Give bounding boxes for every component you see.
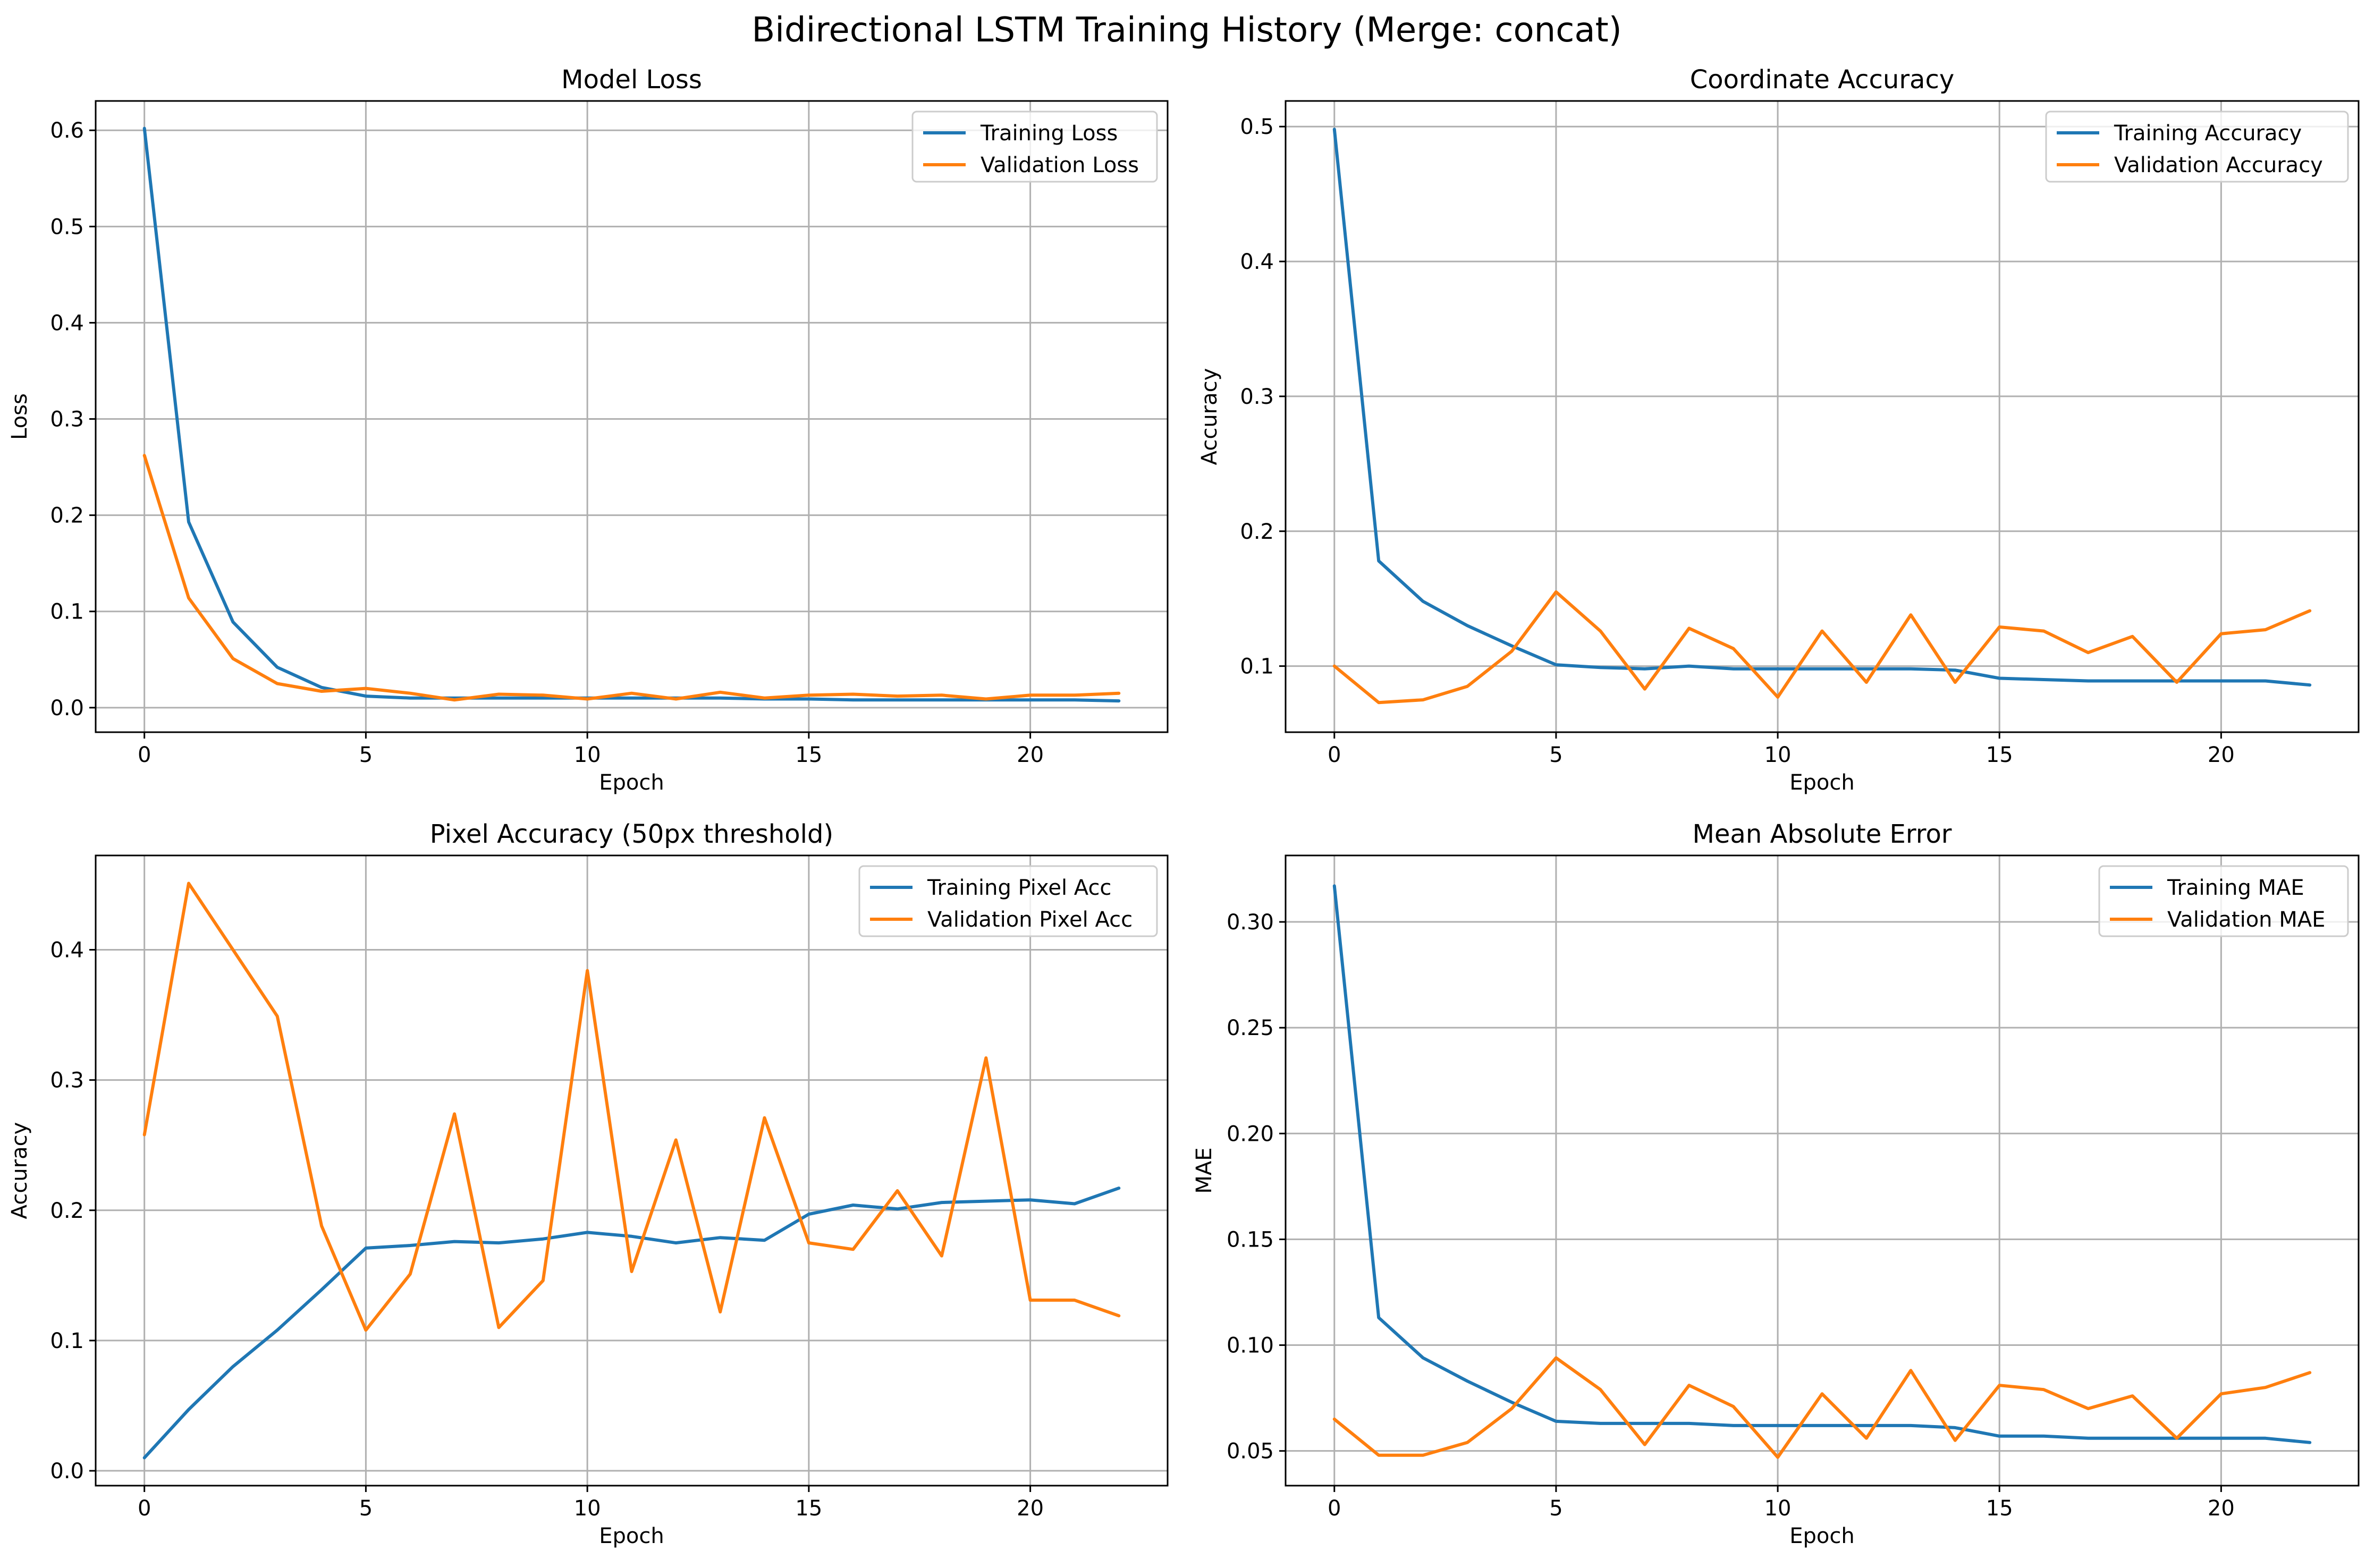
x-tick-label: 20 [1017,1496,1044,1521]
x-tick-label: 10 [574,743,601,767]
x-tick-label: 5 [359,1496,373,1521]
training-series-line [142,126,1121,703]
y-tick-label: 0.1 [50,1329,84,1353]
subplot-4: 0 5 10 15 20 0.05 0.10 0.15 0.20 0.25 0.30 Mean Abs… [1192,819,2360,1548]
legend-entry-label: Training MAE [2167,876,2304,900]
y-axis-label: Loss [7,393,32,440]
x-tick-label: 5 [1549,743,1562,767]
x-axis-label: Epoch [599,1524,664,1548]
y-tick-label: 0.3 [50,1069,84,1093]
legend-entry-label: Validation Loss [981,153,1139,177]
y-tick-label: 0.3 [50,408,84,432]
y-tick-label: 0.4 [50,938,84,962]
validation-series-line [142,454,1121,702]
x-tick-label: 0 [138,743,151,767]
validation-series-line [142,882,1121,1332]
legend-box [2045,111,2349,183]
panel-title: Coordinate Accuracy [1690,65,1955,95]
x-tick-label: 10 [1764,743,1792,767]
legend-entry-label: Training Loss [980,121,1118,146]
legend-entry-label: Validation Accuracy [2114,153,2323,177]
y-tick-label: 0.6 [50,118,84,143]
y-tick-label: 0.0 [50,1459,84,1484]
axes-frame [1285,854,2360,1487]
x-tick-label: 10 [574,1496,601,1521]
y-tick-label: 0.30 [1227,910,1274,935]
y-tick-label: 0.5 [1240,115,1274,139]
x-tick-label: 5 [359,743,373,767]
x-tick-label: 15 [1986,1496,2013,1521]
axes-frame [95,100,1169,733]
training-series-line [142,1186,1121,1460]
validation-series-line [1332,1356,2312,1459]
y-tick-label: 0.2 [1240,520,1274,544]
x-tick-label: 20 [1017,743,1044,767]
axes-frame [95,854,1169,1487]
training-series-line [1332,884,2312,1444]
legend-entry-label: Validation MAE [2167,908,2325,932]
y-tick-label: 0.1 [1240,655,1274,679]
training-series-line [1332,128,2312,687]
subplot-2: 0 5 10 15 20 0.1 0.2 0.3 0.4 0.5 Coordinate Accura… [1197,65,2360,795]
subplot-grid: 0 5 10 15 20 0.0 0.1 0.2 0.3 0.4 0.5 0.6 Model Loss E… [7,65,2360,1548]
x-tick-label: 0 [1328,1496,1341,1521]
x-tick-label: 5 [1549,1496,1562,1521]
legend: Training Loss Validation Loss [911,111,1158,183]
legend-entry-label: Training Pixel Acc [927,876,1111,900]
validation-series-line [1332,590,2312,705]
legend: Training Pixel Acc Validation Pixel Acc [858,865,1158,937]
y-tick-label: 0.25 [1227,1016,1274,1040]
x-tick-label: 20 [2208,743,2235,767]
x-tick-label: 15 [795,1496,822,1521]
legend: Training Accuracy Validation Accuracy [2045,111,2349,183]
legend-entry-label: Validation Pixel Acc [927,908,1133,932]
x-tick-label: 20 [2208,1496,2235,1521]
x-tick-label: 0 [138,1496,151,1521]
legend: Training MAE Validation MAE [2098,865,2349,937]
legend-box [2098,865,2349,937]
legend-box [911,111,1158,183]
figure-suptitle: Bidirectional LSTM Training History (Mer… [751,11,1621,50]
x-tick-label: 15 [1986,743,2013,767]
y-axis-label: MAE [1192,1147,1216,1193]
y-tick-label: 0.05 [1227,1439,1274,1464]
panel-title: Model Loss [561,65,702,95]
x-tick-label: 10 [1764,1496,1792,1521]
legend-entry-label: Training Accuracy [2114,121,2302,146]
y-tick-label: 0.0 [50,696,84,721]
subplot-3: 0 5 10 15 20 0.0 0.1 0.2 0.3 0.4 Pixel Accuracy (5… [7,819,1169,1548]
legend-box [858,865,1158,937]
subplot-1: 0 5 10 15 20 0.0 0.1 0.2 0.3 0.4 0.5 0.6 Model Loss E… [7,65,1169,795]
x-tick-label: 0 [1328,743,1341,767]
y-tick-label: 0.3 [1240,385,1274,409]
x-axis-label: Epoch [1789,1524,1854,1548]
panel-title: Mean Absolute Error [1692,819,1951,849]
y-axis-label: Accuracy [1197,368,1222,465]
y-tick-label: 0.4 [50,311,84,335]
x-axis-label: Epoch [599,770,664,795]
y-tick-label: 0.10 [1227,1334,1274,1358]
y-tick-label: 0.1 [50,600,84,624]
y-tick-label: 0.20 [1227,1122,1274,1146]
y-tick-label: 0.2 [50,504,84,528]
panel-title: Pixel Accuracy (50px threshold) [430,819,833,849]
x-tick-label: 15 [795,743,822,767]
y-tick-label: 0.2 [50,1199,84,1223]
y-tick-label: 0.5 [50,215,84,239]
y-axis-label: Accuracy [7,1122,32,1219]
y-tick-label: 0.15 [1227,1227,1274,1252]
x-axis-label: Epoch [1789,770,1854,795]
axes-frame [1285,100,2360,733]
y-tick-label: 0.4 [1240,250,1274,274]
